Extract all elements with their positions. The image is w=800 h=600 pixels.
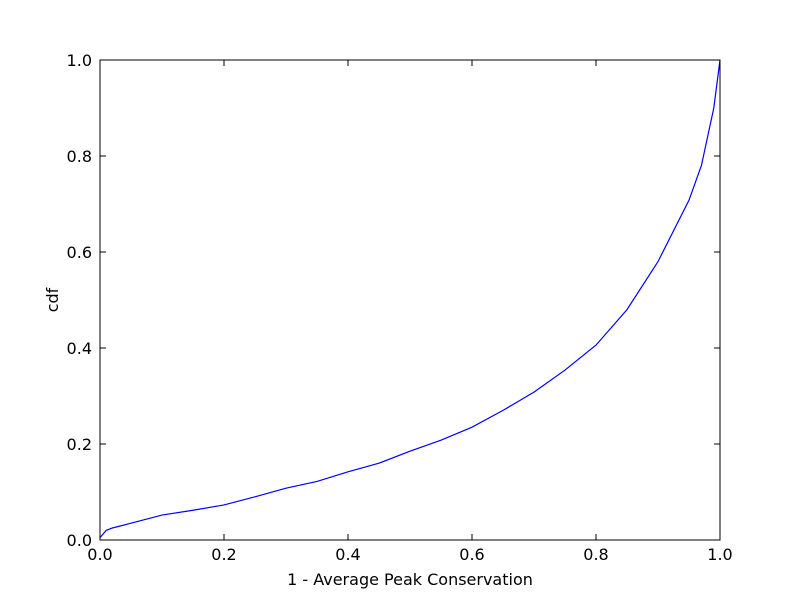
- x-tick-label: 0.6: [459, 545, 484, 564]
- plot-frame: [99, 59, 721, 541]
- y-tick-label: 0.0: [67, 531, 92, 550]
- x-tick-label: 0.8: [583, 545, 608, 564]
- y-tick-label: 0.8: [67, 147, 92, 166]
- y-tick-label: 0.4: [67, 339, 92, 358]
- data-line: [99, 59, 721, 538]
- x-tick-label: 0.4: [335, 545, 360, 564]
- x-axis-label: 1 - Average Peak Conservation: [287, 570, 533, 589]
- x-tick-label: 0.0: [87, 545, 112, 564]
- x-tick-label: 1.0: [707, 545, 732, 564]
- y-tick-label: 0.6: [67, 243, 92, 262]
- y-tick-label: 0.2: [67, 435, 92, 454]
- y-axis-label: cdf: [43, 287, 62, 312]
- y-tick-label: 1.0: [67, 51, 92, 70]
- x-tick-label: 0.2: [211, 545, 236, 564]
